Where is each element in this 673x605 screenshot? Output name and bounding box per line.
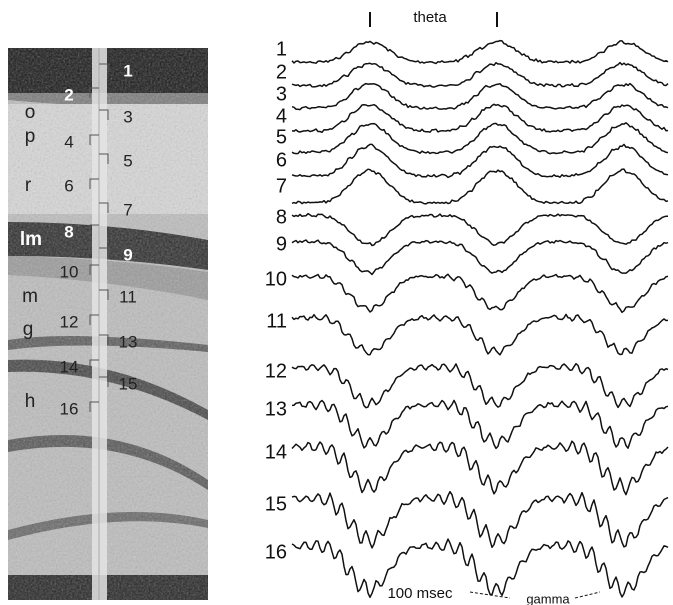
layer-label: o [25,102,36,123]
site-label: 2 [64,85,73,104]
lfp-trace [291,82,669,111]
site-mark [89,314,99,325]
site-mark [89,134,99,145]
site-mark [99,289,109,300]
scale-arrow [469,591,511,599]
site-mark [89,178,99,189]
lfp-trace [291,538,669,599]
scale-label: 100 msec [387,585,453,602]
layer-label: p [25,126,36,147]
lfp-trace [291,239,669,276]
trace-label: 1 [276,38,287,60]
trace-label: 10 [265,268,287,290]
lfp-trace [291,490,669,549]
site-label: 13 [119,332,138,351]
lfp-trace [291,168,669,205]
trace-label: 5 [276,126,287,148]
trace-label: 16 [265,541,287,563]
site-label: 8 [64,222,73,241]
site-label: 6 [64,176,73,195]
site-label: 11 [119,287,137,306]
site-mark [99,247,109,258]
lfp-trace [291,143,669,179]
lfp-trace [291,313,669,356]
trace-label: 12 [265,360,287,382]
histology-image [8,48,208,600]
site-label: 10 [60,262,79,281]
trace-label: 6 [276,149,287,171]
lfp-trace [291,399,669,450]
trace-label: 3 [276,83,287,105]
gamma-arrow [574,591,601,599]
lfp-trace [291,440,669,496]
lfp-trace [291,212,668,247]
site-label: 5 [123,151,132,170]
trace-label: 11 [266,310,287,332]
trace-label: 7 [276,175,287,197]
site-label: 7 [123,200,132,219]
site-mark [89,264,99,275]
site-mark [89,401,99,412]
layer-label: h [25,391,36,412]
site-label: 12 [60,312,79,331]
lfp-trace [291,61,669,88]
lfp-trace [291,122,669,155]
trace-label: 4 [276,105,287,127]
site-mark [99,109,109,120]
site-label: 16 [60,399,79,418]
site-label: 1 [123,61,132,80]
lfp-trace [291,39,669,65]
trace-label: 14 [265,441,287,463]
site-label: 15 [119,374,138,393]
site-mark [99,334,109,345]
lfp-trace [291,273,669,314]
layer-label: m [22,286,38,307]
site-mark [99,376,109,387]
site-label: 4 [64,132,73,151]
site-mark [99,153,109,164]
site-mark [99,202,109,213]
site-mark [99,63,109,74]
trace-label: 13 [265,398,287,420]
trace-label: 8 [276,206,287,228]
theta-label: theta [413,9,447,26]
trace-label: 15 [265,493,287,515]
trace-label: 2 [276,61,287,83]
lfp-trace [291,362,669,409]
site-mark [89,224,99,235]
gamma-label: gamma [526,591,570,605]
trace-label: 9 [276,233,287,255]
layer-label: r [25,175,32,196]
layer-label: g [23,319,34,340]
site-mark [89,359,99,370]
site-label: 9 [123,245,132,264]
site-mark [89,87,99,98]
site-label: 14 [60,357,79,376]
site-label: 3 [123,107,132,126]
lfp-trace [291,103,669,134]
layer-label: lm [20,229,42,250]
